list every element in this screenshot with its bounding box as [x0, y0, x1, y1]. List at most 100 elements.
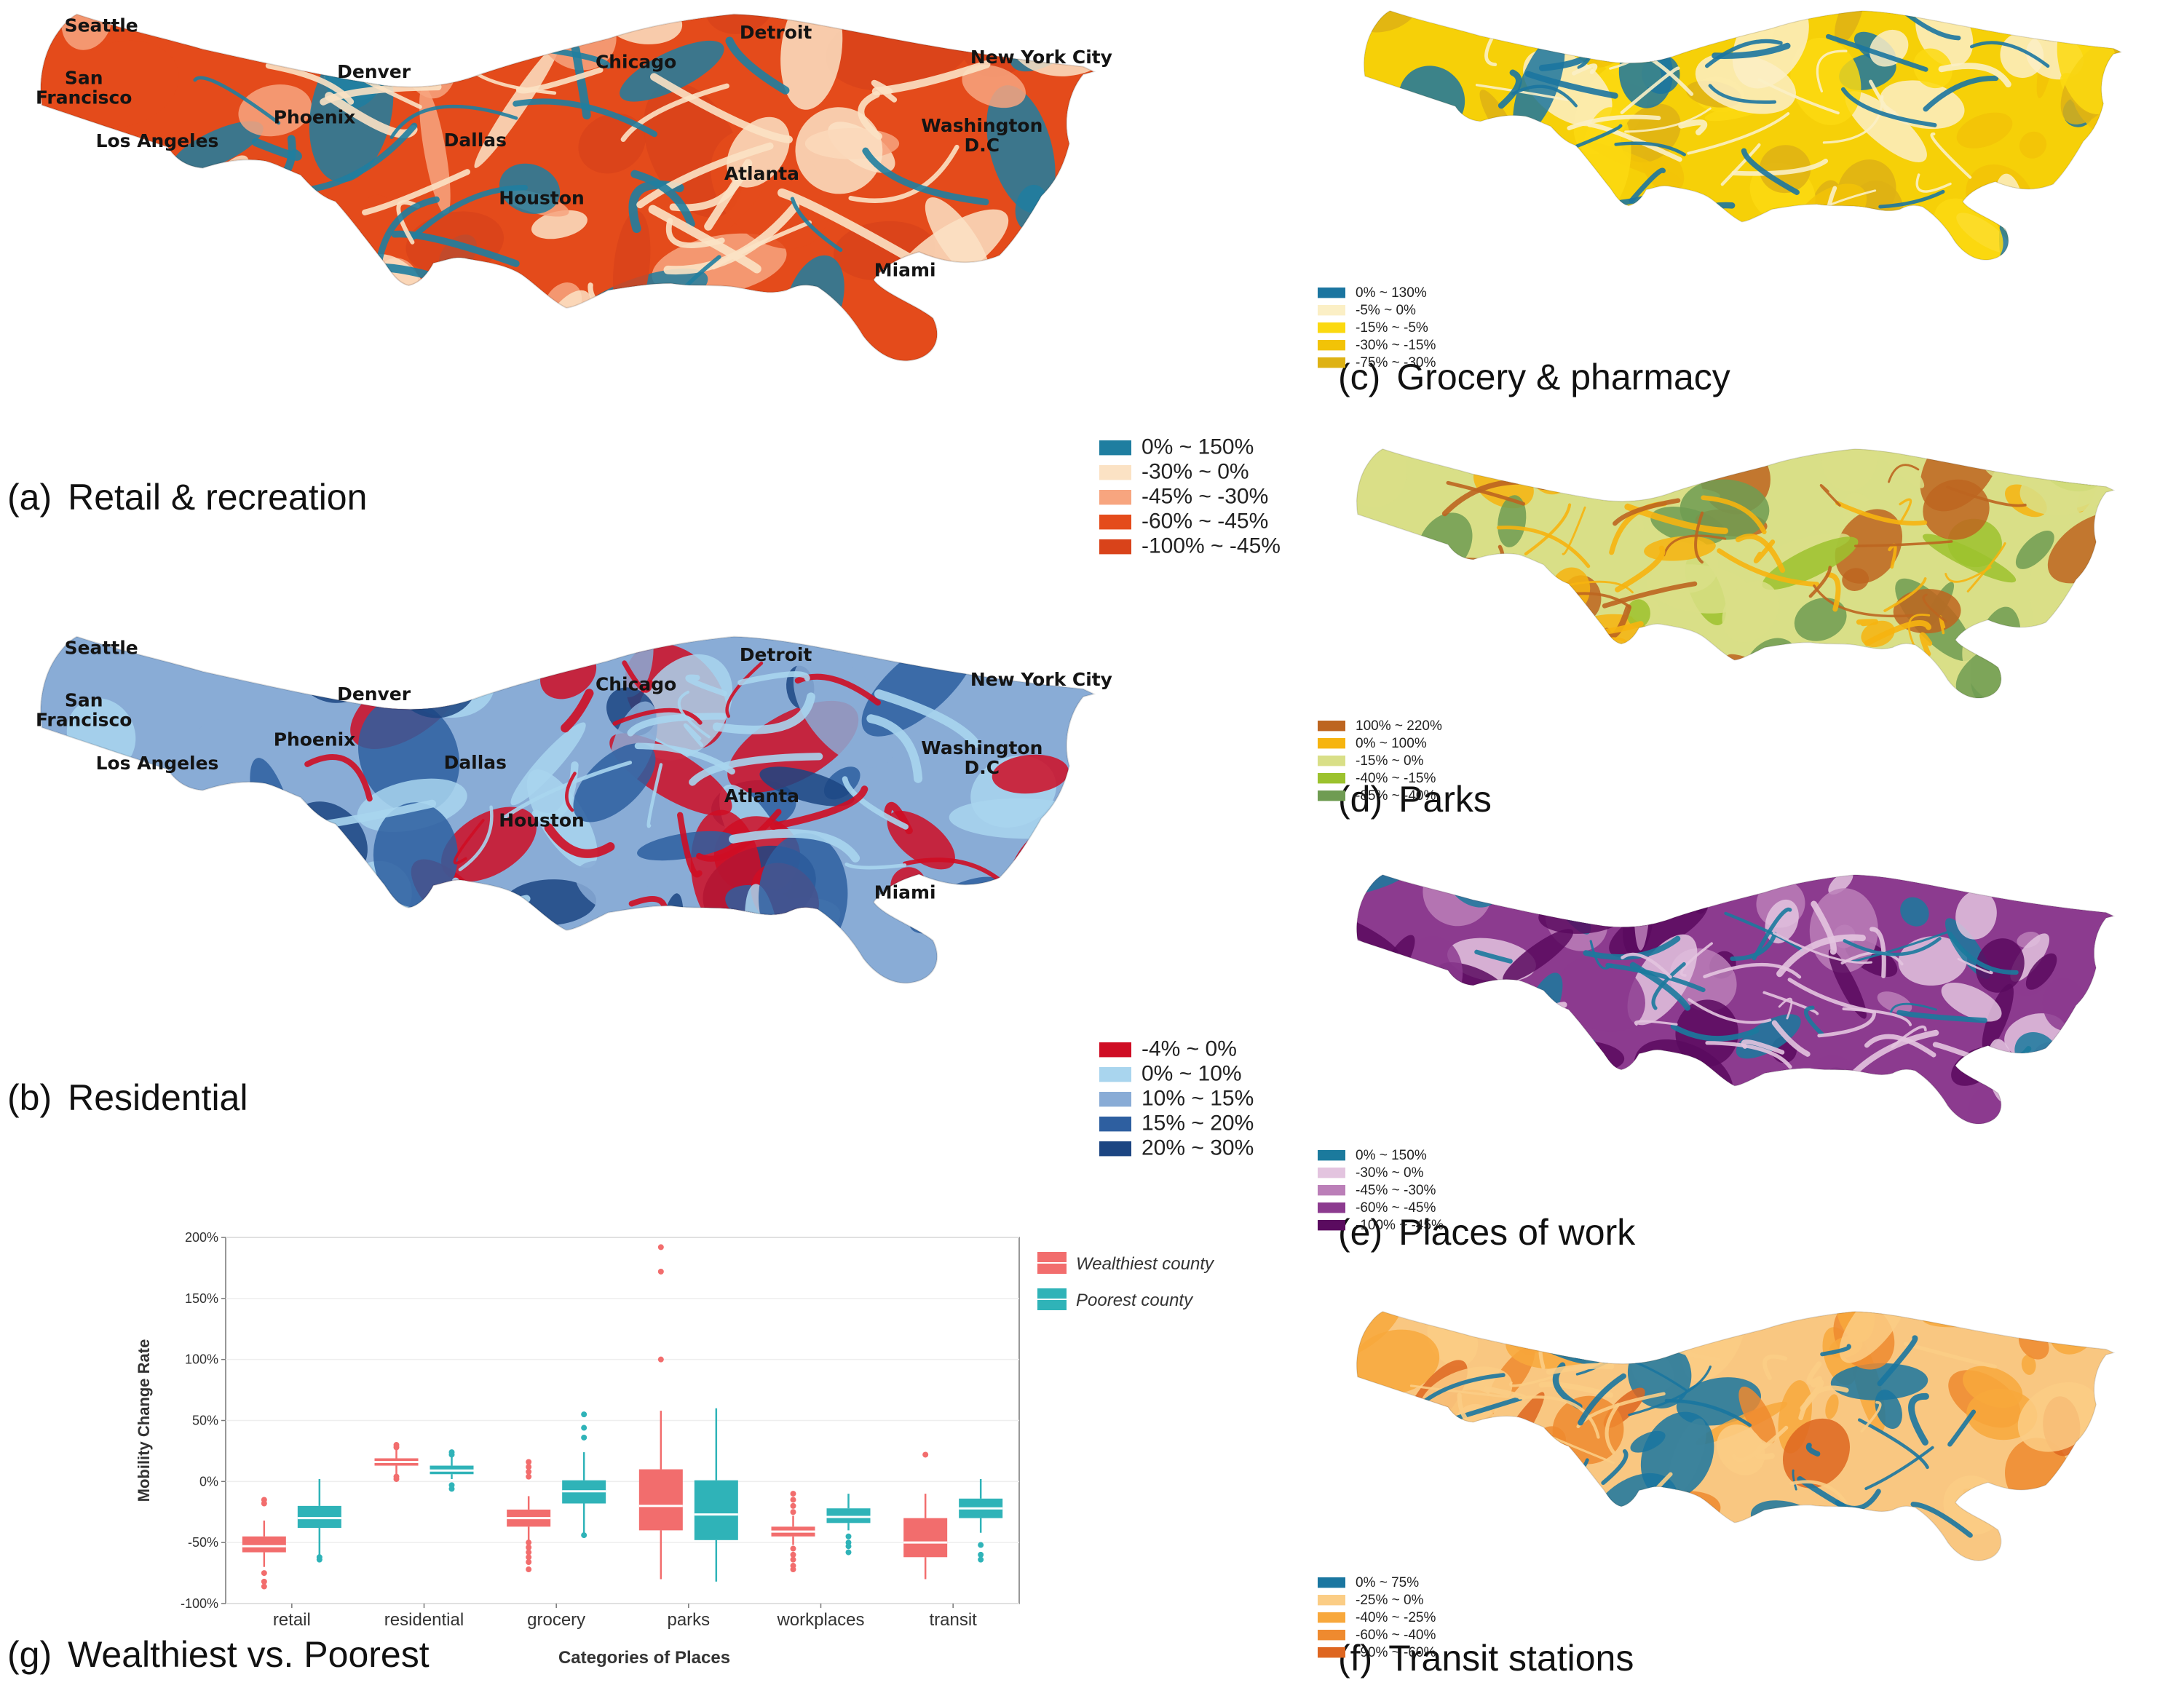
legend-c: 0% ~ 130% -5% ~ 0% -15% ~ -5% -30% ~ -15% -7…	[1318, 285, 1436, 370]
outlier-point	[657, 1356, 664, 1363]
outlier-point	[790, 1497, 796, 1503]
outlier-point	[790, 1509, 796, 1515]
box-mark	[242, 1497, 286, 1590]
city-label: Washington D.C	[921, 115, 1042, 156]
legend-label: -60% ~ -45%	[1142, 510, 1268, 534]
legend-label: -100% ~ -45%	[1356, 1218, 1444, 1233]
legend-label: -40% ~ -15%	[1356, 771, 1436, 786]
city-label: Phoenix	[274, 729, 356, 750]
city-label: Phoenix	[274, 106, 356, 127]
box-mark	[959, 1478, 1003, 1563]
svg-text:(c)Grocery & pharmacy: (c) Grocery & pharmacy	[1338, 357, 1730, 397]
legend-label: -15% ~ 0%	[1356, 753, 1424, 769]
svg-text:(d)Parks: (d) Parks	[1338, 779, 1492, 820]
outlier-point	[581, 1434, 587, 1441]
legend-swatch	[1318, 1612, 1345, 1623]
city-label: Seattle	[65, 15, 138, 36]
legend-label: 0% ~ 150%	[1142, 435, 1254, 459]
legend-swatch	[1318, 1595, 1345, 1606]
outlier-point	[790, 1491, 796, 1497]
city-label: Detroit	[740, 22, 812, 43]
box-mark	[694, 1408, 738, 1582]
legend-a: 0% ~ 150%-30% ~ 0%-45% ~ -30%-60% ~ -45%…	[1099, 435, 1281, 558]
outlier-point	[526, 1459, 532, 1465]
outlier-point	[526, 1473, 532, 1480]
legend-swatch	[1099, 1042, 1131, 1058]
box-mark	[638, 1244, 683, 1580]
y-tick-label: 150%	[185, 1291, 218, 1306]
panel-title-f: (f) Transit stations	[1338, 1638, 1634, 1679]
outlier-point	[657, 1244, 664, 1251]
box-mark	[771, 1491, 815, 1573]
outlier-point	[526, 1549, 532, 1556]
legend-swatch	[1318, 773, 1345, 784]
legend-swatch	[1318, 1168, 1345, 1178]
legend-label: -90% ~ -60%	[1356, 1645, 1436, 1660]
legend-label: 0% ~ 75%	[1356, 1575, 1419, 1590]
box-mark	[903, 1451, 948, 1580]
city-label: Seattle	[65, 638, 138, 659]
outlier-point	[922, 1451, 929, 1458]
outlier-point	[845, 1543, 852, 1550]
legend-label: Poorest county	[1076, 1291, 1194, 1310]
svg-text:(b)Residential: (b) Residential	[7, 1077, 248, 1118]
outlier-point	[790, 1502, 796, 1509]
legend-label: 15% ~ 20%	[1142, 1111, 1254, 1136]
legend-swatch	[1318, 1185, 1345, 1196]
outlier-point	[581, 1532, 587, 1539]
outlier-point	[845, 1533, 852, 1539]
legend-label: 10% ~ 15%	[1142, 1087, 1254, 1111]
box-mark	[374, 1442, 419, 1482]
outlier-point	[790, 1551, 796, 1558]
outlier-point	[526, 1464, 532, 1470]
city-label: New York City	[970, 47, 1112, 68]
panel-title-g: (g) Wealthiest vs. Poorest	[7, 1634, 430, 1675]
city-label: Detroit	[740, 644, 812, 665]
legend-f: 0% ~ 75% -25% ~ 0% -40% ~ -25% -60% ~ -40% -…	[1318, 1575, 1436, 1660]
city-label: Denver	[337, 683, 411, 705]
legend-label: -45% ~ -30%	[1356, 1183, 1436, 1198]
legend-swatch	[1318, 756, 1345, 766]
city-label: San Francisco	[36, 690, 132, 731]
legend-swatch	[1318, 340, 1345, 351]
legend-swatch	[1318, 738, 1345, 749]
svg-text:(e)Places of work: (e) Places of work	[1338, 1212, 1636, 1253]
map-panel-d	[1356, 448, 2115, 699]
legend-label: 0% ~ 10%	[1142, 1062, 1242, 1086]
svg-text:(f)Transit stations: (f) Transit stations	[1338, 1638, 1634, 1679]
y-tick-label: -100%	[181, 1596, 218, 1611]
legend-e: 0% ~ 150% -30% ~ 0% -45% ~ -30% -60% ~ -45%…	[1318, 1148, 1444, 1233]
outlier-point	[393, 1473, 400, 1480]
outlier-point	[261, 1578, 267, 1585]
x-tick-label: grocery	[527, 1610, 585, 1630]
legend-label: -60% ~ -45%	[1356, 1200, 1436, 1216]
legend-label: -60% ~ -40%	[1356, 1628, 1436, 1643]
legend-label: -75% ~ -30%	[1356, 355, 1436, 370]
legend-swatch	[1318, 1220, 1345, 1231]
city-label: Washington D.C	[921, 737, 1042, 778]
legend-swatch	[1099, 515, 1131, 530]
outlier-point	[526, 1558, 532, 1565]
legend-label: -85% ~ -40%	[1356, 788, 1436, 804]
city-label: Los Angeles	[96, 753, 219, 774]
legend-swatch	[1099, 1067, 1131, 1082]
city-label: Los Angeles	[96, 130, 219, 151]
cartogram-e	[1356, 874, 2114, 1124]
outlier-point	[448, 1449, 455, 1456]
city-label: Denver	[337, 61, 411, 82]
outlier-point	[393, 1442, 400, 1449]
cartogram-c	[1364, 10, 2121, 260]
legend-label: -30% ~ 0%	[1142, 460, 1249, 484]
legend-label: 0% ~ 150%	[1356, 1148, 1427, 1163]
legend-swatch	[1099, 1141, 1131, 1157]
legend-swatch	[1099, 440, 1131, 456]
outlier-point	[790, 1545, 796, 1552]
box-mark	[430, 1449, 474, 1492]
outlier-point	[657, 1268, 664, 1275]
svg-text:(a)Retail & recreation: (a) Retail & recreation	[7, 477, 367, 518]
outlier-point	[261, 1583, 267, 1590]
outlier-point	[790, 1556, 796, 1563]
city-label: Houston	[499, 810, 584, 831]
legend-swatch	[1318, 721, 1345, 732]
legend-swatch	[1318, 305, 1345, 316]
